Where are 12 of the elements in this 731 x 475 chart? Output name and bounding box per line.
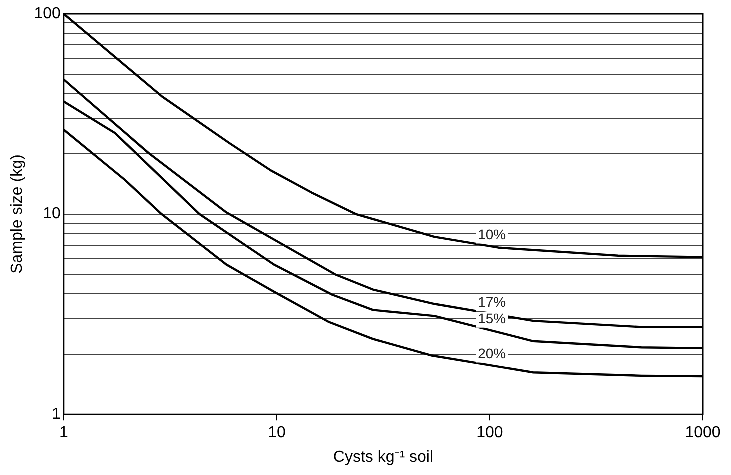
series-label: 15% (478, 310, 506, 327)
series-label: 10% (478, 226, 506, 243)
y-axis-title: Sample size (kg) (9, 154, 26, 274)
y-tick-label: 1 (52, 406, 61, 424)
y-tick-label: 10 (43, 206, 61, 223)
series-label: 17% (478, 294, 506, 310)
series-label: 20% (478, 346, 506, 362)
x-tick-label: 10 (268, 424, 286, 442)
x-tick-label: 1000 (685, 424, 721, 442)
x-tick-label: 100 (476, 424, 504, 442)
y-tick-label: 100 (34, 5, 61, 22)
x-axis-title: Cysts kg⁻¹ soil (333, 448, 434, 466)
